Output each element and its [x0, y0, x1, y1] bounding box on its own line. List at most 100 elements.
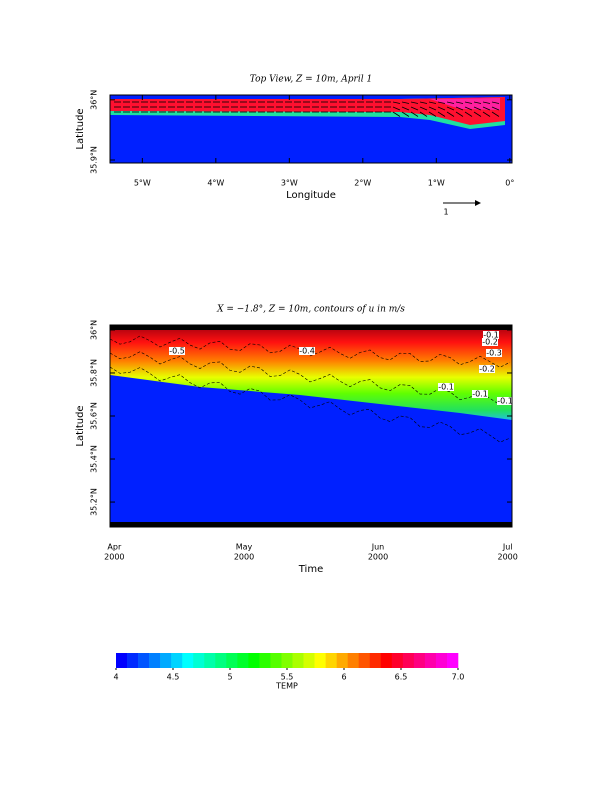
contour-label-bg [169, 347, 185, 355]
contour-label: -0.1 [483, 331, 499, 340]
contour-label: -0.2 [479, 365, 495, 374]
velocity-arrow [410, 106, 419, 111]
velocity-arrow [392, 106, 401, 111]
x-tick-label: 4°W [207, 179, 224, 188]
chart-title: X = −1.8°, Z = 10m, contours of u in m/s [216, 305, 405, 315]
contour-label-bg [483, 331, 499, 339]
y-tick-label: 35.8°N [90, 359, 99, 387]
colorbar-tick-label: 5 [227, 673, 232, 682]
contour-label: -0.2 [482, 338, 498, 347]
velocity-arrow [473, 111, 482, 117]
velocity-arrow [491, 106, 500, 111]
color-box [237, 653, 249, 668]
contour-label-bg [438, 383, 454, 391]
velocity-arrow [455, 111, 464, 117]
contour-label: -0.5 [169, 347, 185, 356]
contour-label: -0.3 [486, 349, 502, 358]
color-box [314, 653, 326, 668]
color-box [446, 653, 459, 668]
velocity-arrow [482, 101, 491, 104]
color-box [182, 653, 194, 668]
color-box [270, 653, 282, 668]
colorbar-tick-label: 6 [341, 673, 346, 682]
velocity-arrow [446, 106, 455, 111]
contour-label-bg [482, 338, 498, 346]
color-box [369, 653, 382, 668]
color-box [127, 653, 139, 668]
velocity-arrow [410, 101, 419, 104]
velocity-arrow [464, 111, 473, 117]
velocity-arrow [446, 101, 455, 104]
color-box [391, 653, 404, 668]
x-tick-year: 2000 [368, 553, 388, 562]
contour-label-bg [299, 347, 315, 355]
velocity-arrow [419, 101, 428, 104]
field-warm [110, 97, 505, 125]
contour-label: -0.1 [472, 390, 488, 399]
velocity-arrow [446, 111, 455, 117]
contour-label: -0.1 [497, 397, 513, 406]
x-axis-label: Longitude [286, 190, 336, 201]
velocity-arrow [392, 111, 401, 117]
x-tick-year: 2000 [104, 553, 124, 562]
colorbar-label: TEMP [275, 682, 298, 691]
x-tick-year: 2000 [234, 553, 254, 562]
velocity-arrow [491, 111, 500, 117]
y-tick-label: 36°N [90, 320, 99, 340]
colorbar-tick-label: 4.5 [167, 673, 180, 682]
color-box [347, 653, 360, 668]
velocity-arrow [437, 106, 446, 111]
contour-label-bg [497, 397, 513, 405]
x-tick-label: 2°W [354, 179, 371, 188]
contour-label-bg [479, 365, 495, 373]
field-warm [110, 325, 512, 420]
velocity-arrow [419, 106, 428, 111]
x-tick-label: Jun [371, 543, 385, 552]
velocity-arrow [392, 101, 401, 104]
x-tick-label: Apr [107, 543, 122, 552]
x-axis-label: Time [298, 564, 323, 575]
color-box [435, 653, 448, 668]
y-axis-label: Latitude [75, 405, 86, 446]
velocity-arrow [428, 106, 437, 111]
colorbar-tick-label: 5.5 [281, 673, 294, 682]
x-tick-label: 3°W [281, 179, 298, 188]
x-tick-label: May [236, 543, 253, 552]
x-tick-label: 1°W [428, 179, 445, 188]
x-tick-label: 0° [505, 179, 514, 188]
velocity-arrow [419, 111, 428, 117]
velocity-arrow [437, 101, 446, 104]
color-box [413, 653, 426, 668]
y-tick-label: 35.4°N [90, 445, 99, 473]
x-tick-label: 5°W [134, 179, 151, 188]
contour-line [109, 335, 511, 368]
contour-label-bg [472, 390, 488, 398]
velocity-arrow [401, 106, 410, 111]
y-axis-label: Latitude [75, 108, 86, 149]
velocity-arrow [464, 101, 473, 104]
color-box [193, 653, 205, 668]
color-box [226, 653, 238, 668]
velocity-arrow [437, 111, 446, 117]
color-box [248, 653, 260, 668]
velocity-arrow [455, 101, 464, 104]
y-tick-label: 35.6°N [90, 402, 99, 430]
field-top-band [110, 325, 512, 330]
field-hot [430, 98, 500, 110]
velocity-arrow [428, 101, 437, 104]
field-bottom-band [110, 522, 512, 527]
velocity-arrow [401, 101, 410, 104]
colorbar-tick-label: 4 [113, 673, 118, 682]
chart-title: Top View, Z = 10m, April 1 [250, 75, 372, 85]
color-box [116, 653, 128, 668]
color-box [402, 653, 415, 668]
x-tick-year: 2000 [497, 553, 517, 562]
velocity-arrow [410, 111, 419, 117]
plot-frame [109, 94, 513, 164]
velocity-arrow [482, 106, 491, 111]
colorbar-tick-label: 6.5 [395, 673, 408, 682]
velocity-arrow [491, 101, 500, 104]
field [110, 95, 512, 163]
